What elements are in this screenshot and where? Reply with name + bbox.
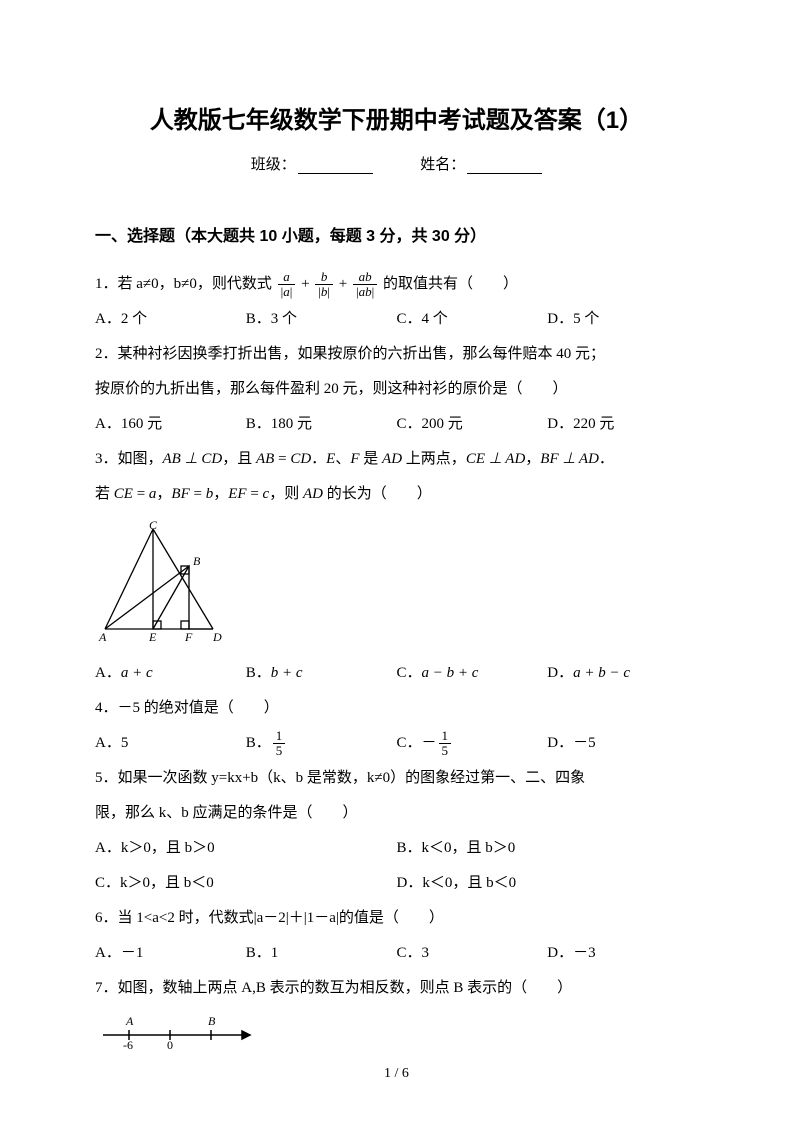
- q1-plus2: +: [339, 276, 347, 292]
- q1-options: A．2 个 B．3 个 C．4 个 D．5 个: [95, 303, 698, 336]
- q6-optA: A．－1: [95, 937, 246, 970]
- q1-frac3: ab|ab|: [353, 270, 377, 300]
- q3-t6: 上两点，: [406, 451, 466, 467]
- svg-text:E: E: [148, 630, 157, 644]
- q3-t5: 是: [363, 451, 378, 467]
- q7-text: 7．如图，数轴上两点 A,B 表示的数互为相反数，则点 B 表示的（ ）: [95, 972, 698, 1005]
- svg-text:B: B: [208, 1014, 216, 1028]
- q3-t7: ，: [525, 451, 540, 467]
- q2-line1: 2．某种衬衫因换季打折出售，如果按原价的六折出售，那么每件赔本 40 元；: [95, 338, 698, 371]
- q1-frac1: a|a|: [278, 270, 296, 300]
- q4-optB: B．15: [246, 727, 397, 760]
- q5-options2: C．k＞0，且 b＜0 D．k＜0，且 b＜0: [95, 867, 698, 900]
- q3-optB: B．b + c: [246, 657, 397, 690]
- q2-line2: 按原价的九折出售，那么每件盈利 20 元，则这种衬衫的原价是（ ）: [95, 373, 698, 406]
- q4-optD: D．－5: [547, 727, 698, 760]
- q4-text: 4．－5 的绝对值是（ ）: [95, 692, 698, 725]
- svg-text:C: C: [149, 519, 158, 532]
- q5-optD: D．k＜0，且 b＜0: [397, 867, 699, 900]
- q1-plus1: +: [301, 276, 309, 292]
- svg-text:F: F: [184, 630, 193, 644]
- q4-optC: C．－15: [397, 727, 548, 760]
- name-blank: [467, 159, 542, 174]
- q5-line1: 5．如果一次函数 y=kx+b（k、b 是常数，k≠0）的图象经过第一、二、四象: [95, 762, 698, 795]
- q1-optD: D．5 个: [547, 303, 698, 336]
- q2-optD: D．220 元: [547, 408, 698, 441]
- q3-t3: ．: [311, 451, 326, 467]
- class-blank: [298, 159, 373, 174]
- student-info: 班级： 姓名：: [95, 153, 698, 174]
- q3-u4: ，则: [269, 486, 299, 502]
- q3-u5: 的长为（ ）: [327, 486, 432, 502]
- q3-options: A．a + c B．b + c C．a − b + c D．a + b − c: [95, 657, 698, 690]
- q6-options: A．－1 B．1 C．3 D．－3: [95, 937, 698, 970]
- q4-optA: A．5: [95, 727, 246, 760]
- q3-u2: ，: [156, 486, 171, 502]
- q1-pre: 1．若 a≠0，b≠0，则代数式: [95, 276, 272, 292]
- svg-text:-6: -6: [123, 1038, 133, 1052]
- q1-optC: C．4 个: [397, 303, 548, 336]
- q2-optA: A．160 元: [95, 408, 246, 441]
- page-title: 人教版七年级数学下册期中考试题及答案（1）: [95, 100, 698, 135]
- svg-text:B: B: [193, 554, 201, 568]
- q2-optB: B．180 元: [246, 408, 397, 441]
- q1-frac2: b|b|: [315, 270, 333, 300]
- q5-optB: B．k＜0，且 b＞0: [397, 832, 699, 865]
- q2-optC: C．200 元: [397, 408, 548, 441]
- q6-text: 6．当 1<a<2 时，代数式|a－2|＋|1－a|的值是（ ）: [95, 902, 698, 935]
- q3-optD: D．a + b − c: [547, 657, 698, 690]
- svg-text:A: A: [98, 630, 107, 644]
- q1-optB: B．3 个: [246, 303, 397, 336]
- q5-optA: A．k＞0，且 b＞0: [95, 832, 397, 865]
- name-label: 姓名：: [420, 157, 465, 173]
- q7-figure: A B -6 0: [95, 1011, 698, 1058]
- section-1-header: 一、选择题（本大题共 10 小题，每题 3 分，共 30 分）: [95, 222, 698, 246]
- q2-options: A．160 元 B．180 元 C．200 元 D．220 元: [95, 408, 698, 441]
- q3-t2: ，且: [222, 451, 252, 467]
- q6-optD: D．－3: [547, 937, 698, 970]
- q3-t4: 、: [335, 451, 350, 467]
- q5-optC: C．k＞0，且 b＜0: [95, 867, 397, 900]
- svg-text:D: D: [212, 630, 222, 644]
- class-label: 班级：: [251, 157, 296, 173]
- q3-t1: 3．如图，: [95, 451, 163, 467]
- q4-options: A．5 B．15 C．－15 D．－5: [95, 727, 698, 760]
- q3-t8: ．: [599, 451, 614, 467]
- q6-optC: C．3: [397, 937, 548, 970]
- svg-text:A: A: [125, 1014, 134, 1028]
- q3-figure: A E F D C B: [95, 519, 698, 649]
- q3-line1: 3．如图，AB ⊥ CD，且 AB = CD．E、F 是 AD 上两点，CE ⊥…: [95, 443, 698, 476]
- q6-optB: B．1: [246, 937, 397, 970]
- page-footer: 1 / 6: [0, 1066, 793, 1082]
- q5-options1: A．k＞0，且 b＞0 B．k＜0，且 b＞0: [95, 832, 698, 865]
- q5-line2: 限，那么 k、b 应满足的条件是（ ）: [95, 797, 698, 830]
- q3-optC: C．a − b + c: [397, 657, 548, 690]
- q1-text: 1．若 a≠0，b≠0，则代数式 a|a| + b|b| + ab|ab| 的取…: [95, 268, 698, 301]
- q3-optA: A．a + c: [95, 657, 246, 690]
- q1-optA: A．2 个: [95, 303, 246, 336]
- q3-line2: 若 CE = a，BF = b，EF = c，则 AD 的长为（ ）: [95, 478, 698, 511]
- q3-u3: ，: [213, 486, 228, 502]
- svg-text:0: 0: [167, 1038, 173, 1052]
- q1-post: 的取值共有（ ）: [383, 276, 518, 292]
- q3-u1: 若: [95, 486, 110, 502]
